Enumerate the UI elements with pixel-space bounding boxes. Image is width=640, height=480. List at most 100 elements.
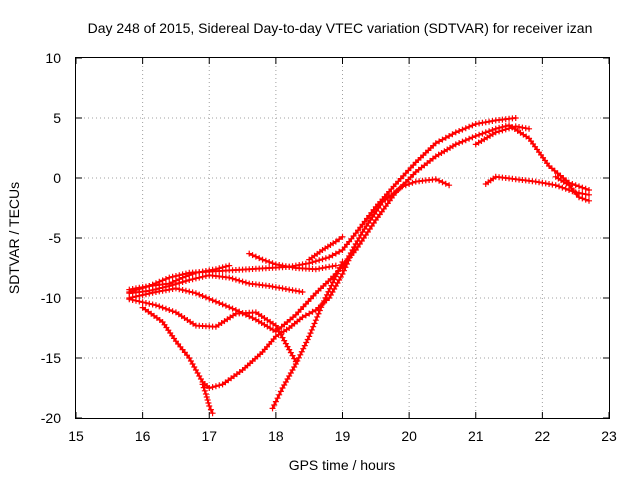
- data-point: [406, 181, 413, 187]
- data-point: [203, 394, 210, 400]
- data-point: [259, 256, 266, 263]
- data-point: [436, 138, 443, 145]
- data-point: [186, 288, 193, 295]
- data-point: [232, 276, 239, 283]
- data-point: [439, 136, 446, 143]
- data-point: [476, 131, 483, 138]
- data-point: [229, 275, 236, 282]
- data-point: [479, 119, 486, 126]
- data-point: [569, 181, 576, 187]
- data-point: [509, 124, 516, 131]
- data-point: [226, 304, 233, 311]
- series-track-7: [199, 381, 216, 417]
- data-point: [318, 304, 325, 311]
- data-point: [309, 308, 316, 315]
- data-point: [126, 296, 133, 303]
- data-point: [269, 405, 276, 412]
- x-tick-label: 19: [335, 428, 351, 444]
- ticks: 15 16 17 18 19 20 21 22 23 -20 -15 -10 -5 0 5 10: [41, 50, 617, 444]
- data-point: [249, 315, 256, 321]
- data-point: [336, 248, 343, 255]
- data-point: [216, 382, 223, 389]
- x-tick-label: 18: [268, 428, 284, 444]
- data-point: [586, 197, 593, 204]
- data-point: [399, 183, 406, 190]
- data-point: [439, 179, 446, 186]
- data-point: [202, 391, 209, 397]
- data-point: [336, 236, 343, 243]
- data-point: [142, 291, 149, 298]
- data-point: [236, 277, 243, 284]
- data-point: [299, 289, 306, 295]
- data-point: [469, 122, 476, 129]
- data-point: [209, 410, 216, 417]
- data-point: [202, 294, 209, 301]
- data-point: [316, 307, 323, 314]
- data-point: [442, 180, 449, 187]
- data-point: [323, 291, 330, 298]
- data-point: [332, 250, 339, 257]
- data-point: [222, 263, 229, 270]
- series-track-5: [126, 296, 299, 365]
- data-point: [456, 140, 463, 146]
- data-point: [304, 336, 311, 343]
- y-tick-label: -15: [41, 350, 61, 366]
- data-point: [432, 176, 439, 183]
- data-point: [526, 125, 533, 132]
- data-point: [332, 273, 339, 280]
- data-point: [226, 262, 233, 269]
- data-point: [186, 277, 193, 283]
- data-point: [192, 290, 199, 297]
- data-point: [311, 320, 318, 327]
- data-point: [446, 133, 453, 139]
- data-point: [226, 274, 233, 281]
- data-point: [466, 135, 473, 142]
- x-tick-label: 15: [68, 428, 84, 444]
- x-tick-label: 17: [201, 428, 217, 444]
- data-point: [269, 260, 276, 267]
- data-point: [329, 279, 336, 286]
- data-point: [469, 134, 476, 141]
- data-point: [271, 402, 278, 408]
- data-point: [502, 126, 509, 133]
- data-point: [582, 196, 589, 203]
- data-point: [506, 125, 513, 132]
- data-point: [182, 278, 189, 284]
- data-point: [252, 253, 259, 260]
- series-track-10: [306, 233, 346, 263]
- data-point: [402, 182, 409, 189]
- data-point: [302, 312, 309, 319]
- data-point: [466, 123, 473, 130]
- data-point: [199, 273, 206, 280]
- data-point: [310, 323, 317, 330]
- x-tick-label: 21: [468, 428, 484, 444]
- data-point: [452, 141, 459, 148]
- data-point: [436, 177, 443, 184]
- data-point: [452, 129, 459, 136]
- x-tick-label: 16: [135, 428, 151, 444]
- data-point: [262, 257, 269, 264]
- data-point: [209, 297, 216, 304]
- data-point: [300, 345, 307, 352]
- data-point: [146, 300, 153, 307]
- data-point: [456, 128, 463, 134]
- y-axis-label: SDTVAR / TECUs: [6, 182, 22, 294]
- data-point: [205, 400, 212, 406]
- data-point: [229, 305, 236, 312]
- series-track-14: [552, 173, 593, 204]
- x-axis-label: GPS time / hours: [289, 457, 396, 473]
- chart-title: Day 248 of 2015, Sidereal Day-to-day VTE…: [88, 20, 593, 36]
- data-point: [200, 384, 207, 391]
- x-tick-label: 20: [401, 428, 417, 444]
- data-point: [499, 127, 506, 134]
- data-point: [459, 138, 466, 145]
- x-tick-label: 23: [601, 428, 617, 444]
- data-point: [192, 275, 199, 282]
- data-point: [219, 301, 226, 308]
- data-point: [306, 333, 313, 340]
- data-point: [316, 257, 323, 264]
- data-point: [449, 131, 456, 138]
- data-point: [249, 252, 256, 259]
- data-point: [176, 280, 183, 286]
